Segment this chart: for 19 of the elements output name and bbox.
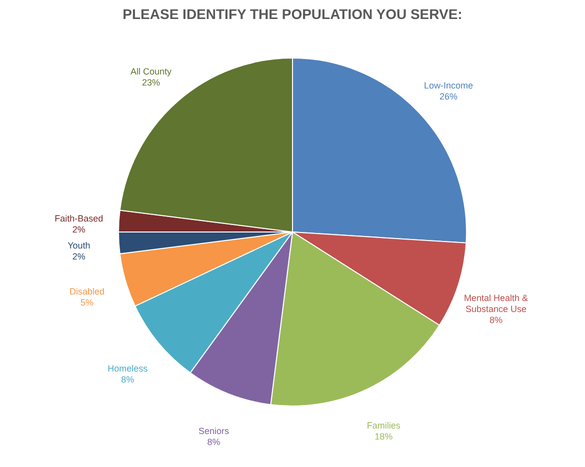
slice-label: Mental Health & Substance Use xyxy=(464,293,528,314)
data-label: 2% xyxy=(72,251,86,262)
data-label: 26% xyxy=(439,92,458,102)
data-label: 8% xyxy=(490,315,503,326)
slice-label: Disabled xyxy=(69,286,105,297)
data-label: 5% xyxy=(80,298,94,308)
slice-label: Seniors xyxy=(198,426,230,436)
slice-label: All County xyxy=(130,66,172,76)
data-label: 8% xyxy=(207,436,220,447)
chart-title: PLEASE IDENTIFY THE POPULATION YOU SERVE: xyxy=(122,6,462,22)
slice-label: Families xyxy=(366,420,401,431)
data-label: 18% xyxy=(374,432,393,442)
data-label: 2% xyxy=(72,224,86,235)
data-label: 23% xyxy=(142,77,160,88)
slice-label: Youth xyxy=(68,240,90,250)
slice-label: Homeless xyxy=(108,363,148,374)
data-label: 8% xyxy=(121,374,134,384)
slice-label: Faith-Based xyxy=(54,214,104,224)
slice-label: Low-Income xyxy=(424,80,474,91)
